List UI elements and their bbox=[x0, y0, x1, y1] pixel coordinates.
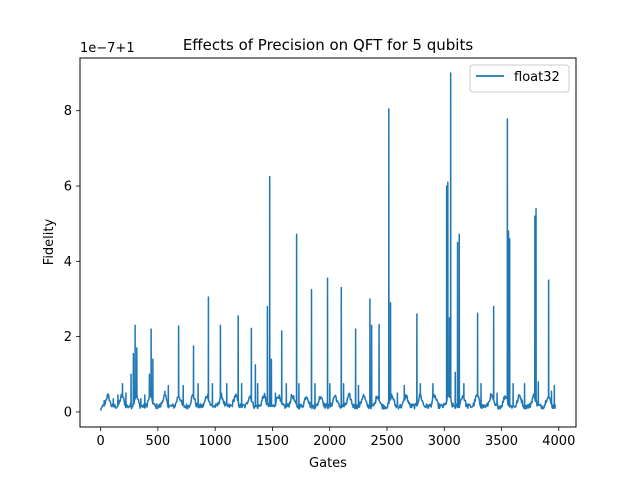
legend-label-float32: float32 bbox=[514, 70, 560, 85]
y-tick-label: 6 bbox=[64, 180, 72, 195]
y-axis: 0 2 4 6 8 bbox=[64, 104, 80, 420]
x-tick-label: 3000 bbox=[428, 434, 461, 449]
x-tick-label: 2000 bbox=[313, 434, 346, 449]
y-tick-label: 4 bbox=[64, 255, 72, 270]
x-tick-label: 0 bbox=[96, 434, 104, 449]
y-offset-label: 1e−7+1 bbox=[80, 41, 135, 56]
x-tick-label: 500 bbox=[145, 434, 170, 449]
x-tick-label: 1000 bbox=[199, 434, 232, 449]
x-tick-label: 3500 bbox=[485, 434, 518, 449]
series-line-float32 bbox=[99, 72, 557, 411]
chart-title: Effects of Precision on QFT for 5 qubits bbox=[183, 36, 474, 54]
x-tick-label: 2500 bbox=[370, 434, 403, 449]
x-tick-label: 4000 bbox=[542, 434, 575, 449]
legend-box bbox=[469, 64, 570, 93]
x-axis: 0 500 1000 1500 2000 2500 3000 3500 4000 bbox=[96, 427, 575, 449]
y-tick-label: 8 bbox=[64, 104, 72, 119]
x-tick-label: 1500 bbox=[256, 434, 289, 449]
legend: float32 bbox=[469, 64, 570, 93]
plot-frame bbox=[79, 57, 577, 428]
y-tick-label: 0 bbox=[64, 405, 72, 420]
y-axis-label: Fidelity bbox=[42, 218, 57, 265]
x-axis-label: Gates bbox=[309, 456, 347, 471]
y-tick-label: 2 bbox=[64, 330, 72, 345]
